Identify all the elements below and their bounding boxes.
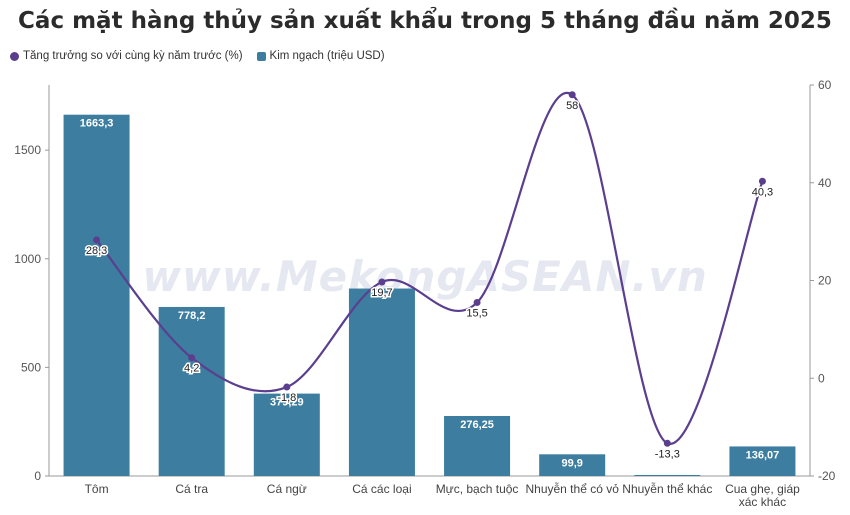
- y-right-tick-label: 60: [818, 78, 832, 92]
- legend: Tăng trưởng so với cùng kỳ năm trước (%)…: [10, 50, 385, 62]
- y-left-tick-label: 0: [34, 469, 41, 483]
- bar: [158, 306, 225, 476]
- legend-swatch-value: [256, 51, 266, 61]
- bar-value-label: 99,9: [561, 457, 582, 469]
- y-right-tick-label: 20: [818, 274, 832, 288]
- y-right-tick-label: 0: [818, 371, 825, 385]
- x-tick-label: Cua ghẹ, giáp xác khác: [725, 482, 800, 509]
- legend-swatch-growth: [10, 51, 19, 61]
- growth-value-label: 40,3: [752, 186, 773, 198]
- y-left-tick-label: 1000: [14, 252, 41, 266]
- growth-value-label: -13,3: [655, 448, 680, 460]
- growth-value-label: 28,3: [86, 245, 107, 257]
- x-tick-label: Mực, bạch tuộc: [436, 482, 519, 496]
- x-tick-label: Cá ngừ: [267, 482, 307, 496]
- growth-value-label: -1,8: [277, 392, 296, 404]
- y-right-tick-label: -20: [818, 469, 836, 483]
- x-tick-label: Cá tra: [175, 482, 208, 496]
- growth-point: [378, 278, 386, 286]
- legend-label-growth: Tăng trưởng so với cùng kỳ năm trước (%): [23, 50, 243, 62]
- growth-point: [283, 383, 291, 391]
- growth-point: [758, 177, 766, 185]
- bar: [444, 415, 511, 476]
- growth-value-label: 19,7: [371, 287, 392, 299]
- growth-point: [568, 91, 576, 99]
- growth-point: [188, 354, 196, 362]
- chart-title: Các mặt hàng thủy sản xuất khẩu trong 5 …: [18, 8, 832, 34]
- bar-value-label: 136,07: [746, 449, 780, 461]
- x-tick-label: Nhuyễn thể khác: [622, 481, 712, 496]
- bar-value-label: 276,25: [460, 419, 494, 431]
- bar: [348, 288, 415, 476]
- growth-value-label: 4,2: [184, 363, 199, 375]
- bar: [63, 114, 130, 476]
- growth-point: [473, 298, 481, 306]
- growth-point: [93, 236, 101, 244]
- bar: [253, 393, 320, 476]
- bar: [539, 454, 606, 476]
- bar: [729, 446, 796, 476]
- bar-value-label: 379,29: [270, 397, 304, 409]
- y-left-tick-label: 1500: [14, 143, 41, 157]
- bar-value-label: 778,2: [178, 310, 206, 322]
- x-tick-label: Cá các loại: [352, 482, 411, 496]
- legend-item-value[interactable]: Kim ngạch (triệu USD): [256, 50, 385, 62]
- growth-value-label: 58: [566, 100, 578, 112]
- growth-point: [663, 439, 671, 447]
- growth-value-label: 15,5: [466, 307, 487, 319]
- y-left-tick-label: 500: [21, 360, 41, 374]
- bar: [634, 475, 701, 476]
- x-tick-label: Tôm: [85, 482, 109, 496]
- legend-label-value: Kim ngạch (triệu USD): [269, 50, 385, 62]
- legend-item-growth[interactable]: Tăng trưởng so với cùng kỳ năm trước (%): [10, 50, 243, 62]
- y-right-tick-label: 40: [818, 176, 832, 190]
- bar-value-label: 1663,3: [80, 118, 114, 130]
- x-tick-label: Nhuyễn thể có vỏ: [525, 481, 619, 496]
